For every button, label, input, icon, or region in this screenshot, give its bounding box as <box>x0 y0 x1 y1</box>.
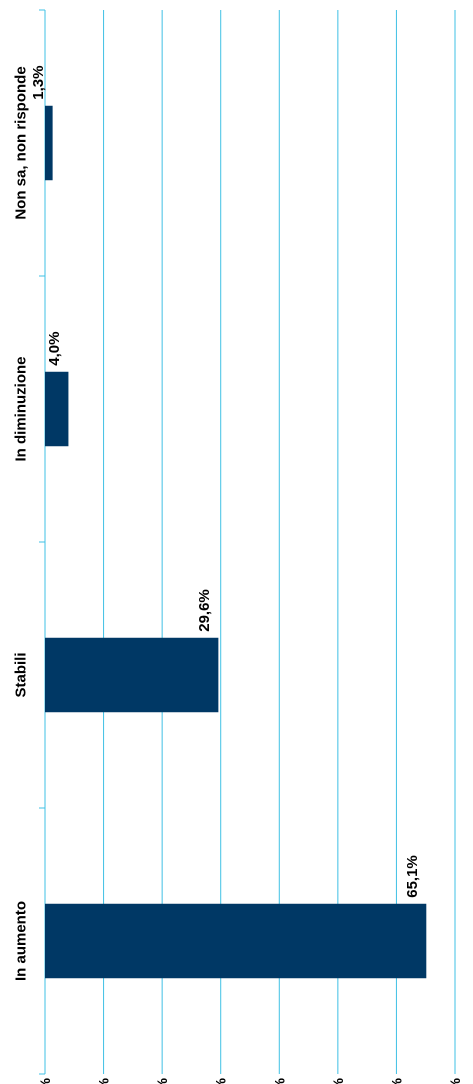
bar <box>45 637 219 713</box>
y-tick-label: 70% <box>447 1077 463 1084</box>
labels: 0% 10% 20% 30% 40% 50% 60% 70% 65,1% In aumento 29… <box>13 66 464 1084</box>
y-tick-label: 20% <box>154 1077 170 1084</box>
y-tick-label: 40% <box>271 1077 287 1084</box>
y-tick-label: 0% <box>37 1077 53 1084</box>
data-label: 65,1% <box>404 855 421 898</box>
y-tick-label: 10% <box>96 1077 112 1084</box>
data-label: 1,3% <box>30 66 47 100</box>
bars <box>45 105 427 979</box>
y-tick-label: 50% <box>330 1077 346 1084</box>
y-tick-label: 30% <box>213 1077 229 1084</box>
bar <box>45 903 427 979</box>
data-label: 4,0% <box>46 332 63 366</box>
y-tick-label: 60% <box>388 1077 404 1084</box>
value-axis <box>39 9 46 1075</box>
gridlines <box>103 10 456 1074</box>
bar <box>45 105 53 181</box>
bar <box>45 371 69 447</box>
plot-area: 0% 10% 20% 30% 40% 50% 60% 70% 65,1% In aumento 29… <box>13 9 464 1084</box>
category-label: Stabili <box>13 652 30 697</box>
data-label: 29,6% <box>196 589 213 632</box>
category-label: In diminuzione <box>13 357 30 462</box>
category-label: Non sa, non risponde <box>13 66 30 219</box>
category-label: In aumento <box>13 901 30 981</box>
